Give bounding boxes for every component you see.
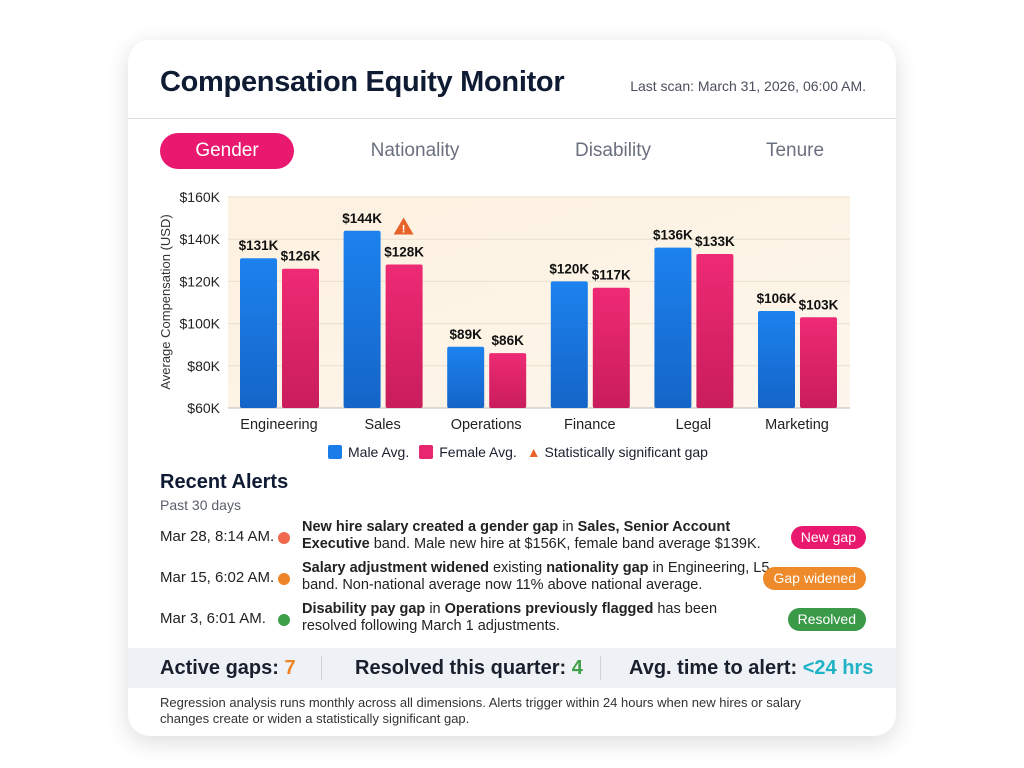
y-tick-label: $100K [180,316,221,332]
x-tick-label: Sales [364,417,400,433]
y-tick-label: $120K [180,273,221,289]
status-dot [278,614,290,626]
x-tick-label: Marketing [765,417,829,433]
tab-gender[interactable]: Gender [160,133,294,169]
alerts-subtitle: Past 30 days [160,497,241,513]
stats-bar: Active gaps: 7 Resolved this quarter: 4 … [128,648,896,688]
bar-male [550,281,588,408]
status-dot [278,532,290,544]
bar-female [385,264,423,408]
stat-active-gaps: Active gaps: 7 [160,657,296,679]
bar-female [282,268,319,408]
last-scan: Last scan: March 31, 2026, 06:00 AM. [630,78,866,94]
bar-chart: $60K $80K $100K $120K $140K $160K $131K$126K En… [158,189,850,433]
data-label: $120K [549,261,589,276]
alert-message: Disability pay gap in Operations previou… [302,601,718,634]
alert-date: Mar 15, 6:02 AM. [160,569,275,586]
legend-gap: ▲ Statistically significant gap [526,444,708,460]
bar-male [758,310,795,408]
alert-message: Salary adjustment widened existing natio… [302,560,770,593]
alert-date: Mar 3, 6:01 AM. [160,610,266,627]
tab-tenure[interactable]: Tenure [765,140,825,161]
x-tick-label: Operations [451,417,522,433]
y-axis-label: Average Compensation (USD) [158,214,173,389]
data-label: $106K [757,291,797,306]
status-badge[interactable]: Gap widened [763,567,866,590]
warning-icon [393,217,414,235]
data-label: $89K [450,327,483,342]
x-tick-label: Engineering [240,417,317,433]
legend-female: Female Avg. [419,444,517,460]
data-label: $126K [281,249,321,264]
status-badge[interactable]: New gap [790,526,866,549]
tab-disability[interactable]: Disability [574,140,652,161]
bar-male [447,346,485,408]
y-tick-label: $60K [187,400,220,416]
status-badge[interactable]: Resolved [787,608,866,631]
bar-female [696,253,734,408]
bar-male [343,230,381,408]
x-tick-label: Finance [564,417,616,433]
bar-female [800,317,837,408]
bar-female [489,353,527,408]
y-tick-label: $140K [180,231,221,247]
alert-row[interactable]: Mar 3, 6:01 AM. Disability pay gap in Op… [160,601,866,637]
data-label: $144K [342,211,382,226]
data-label: $133K [695,234,735,249]
stat-avg-time: Avg. time to alert: <24 hrs [629,657,874,679]
divider [128,118,896,119]
data-label: $131K [239,238,279,253]
legend-male: Male Avg. [328,444,409,460]
footnote: Regression analysis runs monthly across … [160,695,801,726]
warning-icon: ▲ [526,444,541,460]
x-tick-label: Legal [676,417,711,433]
bar-male [654,247,692,408]
alert-row[interactable]: Mar 28, 8:14 AM. New hire salary created… [160,519,866,555]
data-label: $128K [384,245,424,260]
y-tick-label: $160K [180,189,221,205]
data-label: $117K [592,268,631,283]
bar-female [592,287,630,408]
status-dot [278,573,290,585]
plot-area [228,197,850,408]
page-title: Compensation Equity Monitor [160,66,565,98]
y-tick-label: $80K [187,358,220,374]
data-label: $103K [799,297,839,312]
dashboard-card: Compensation Equity Monitor Last scan: M… [128,40,896,736]
warning-mark: ! [402,224,406,236]
alert-message: New hire salary created a gender gap in … [302,519,761,552]
data-label: $136K [653,228,693,243]
stat-resolved: Resolved this quarter: 4 [355,657,583,679]
alert-row[interactable]: Mar 15, 6:02 AM. Salary adjustment widen… [160,560,866,596]
alerts-title: Recent Alerts [160,471,289,493]
alert-date: Mar 28, 8:14 AM. [160,528,275,545]
data-label: $86K [492,333,525,348]
bar-male [240,258,277,408]
tab-nationality[interactable]: Nationality [370,140,460,161]
chart-legend: Male Avg. Female Avg. ▲ Statistically si… [328,444,708,460]
